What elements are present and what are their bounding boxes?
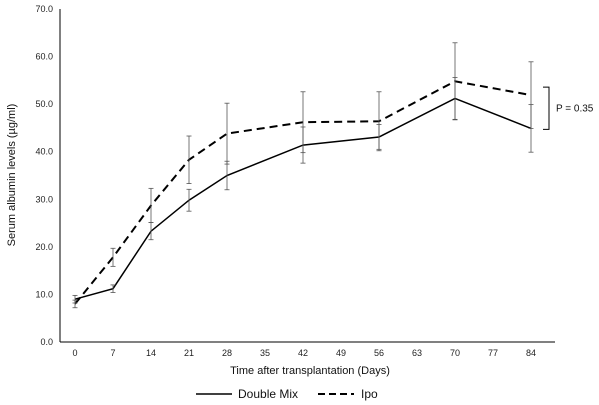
y-tick-label: 30.0 — [35, 194, 53, 204]
x-tick-label: 49 — [336, 348, 346, 358]
legend-label-ipo: Ipo — [361, 387, 378, 401]
x-tick-label: 56 — [374, 348, 384, 358]
x-tick-label: 84 — [526, 348, 536, 358]
y-tick-label: 20.0 — [35, 242, 53, 252]
x-tick-label: 28 — [222, 348, 232, 358]
y-tick-label: 60.0 — [35, 52, 53, 62]
error-bars — [72, 42, 534, 309]
y-tick-label: 0.0 — [40, 337, 53, 347]
x-axis: 0 7 14 21 28 35 42 49 56 63 70 77 84 — [60, 341, 555, 358]
x-axis-title: Time after transplantation (Days) — [230, 365, 390, 377]
p-value-label: P = 0.35 — [556, 103, 594, 114]
x-tick-label: 21 — [184, 348, 194, 358]
x-tick-label: 0 — [72, 348, 77, 358]
x-tick-label: 77 — [488, 348, 498, 358]
p-value-bracket: P = 0.35 — [543, 86, 594, 130]
series-line-ipo — [74, 80, 532, 305]
x-tick-label: 7 — [110, 348, 115, 358]
x-tick-label: 70 — [450, 348, 460, 358]
y-tick-label: 40.0 — [35, 147, 53, 157]
y-tick-label: 50.0 — [35, 99, 53, 109]
p-value-bracket-line — [543, 86, 550, 130]
x-tick-label: 42 — [298, 348, 308, 358]
legend: Double Mix Ipo — [196, 387, 378, 401]
y-tick-label: 10.0 — [35, 289, 53, 299]
x-tick-labels: 0 7 14 21 28 35 42 49 56 63 70 77 84 — [72, 348, 536, 358]
y-axis-title: Serum albumin levels (µg/ml) — [6, 104, 18, 247]
y-axis: 0.0 10.0 20.0 30.0 40.0 50.0 60.0 70.0 — [35, 4, 61, 347]
x-tick-label: 14 — [146, 348, 156, 358]
y-tick-labels: 0.0 10.0 20.0 30.0 40.0 50.0 60.0 70.0 — [35, 4, 53, 347]
x-tick-label: 35 — [260, 348, 270, 358]
y-tick-label: 70.0 — [35, 4, 53, 14]
x-tick-label: 63 — [412, 348, 422, 358]
legend-label-double-mix: Double Mix — [238, 387, 298, 401]
